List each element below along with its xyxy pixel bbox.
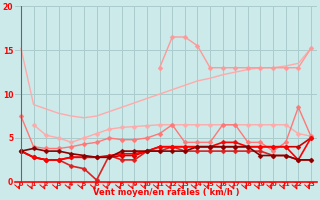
X-axis label: Vent moyen/en rafales ( km/h ): Vent moyen/en rafales ( km/h ) [93,188,239,197]
